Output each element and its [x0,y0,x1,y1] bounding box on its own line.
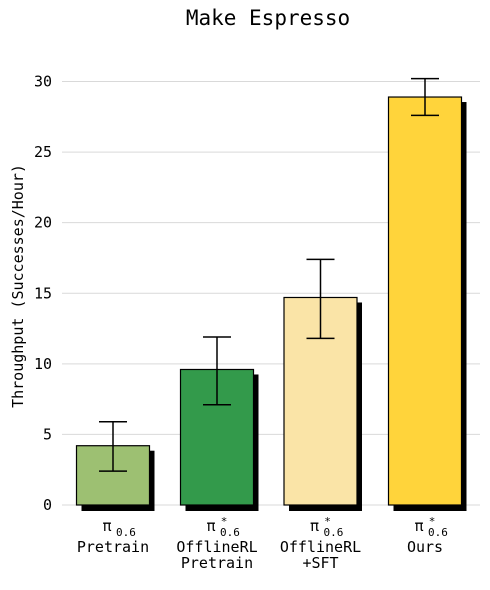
bars [75,96,467,512]
category-symbol: π [102,517,111,535]
category-superscript: * [221,515,228,528]
category-subscript: 0.6 [116,526,136,539]
y-tick-label: 20 [34,214,52,232]
y-axis-label: Throughput (Successes/Hour) [9,164,27,408]
error-bars [99,77,439,472]
bar [387,96,463,506]
y-tick-label: 10 [34,355,52,373]
y-tick-label: 15 [34,284,52,302]
y-tick-label: 30 [34,73,52,91]
category-superscript: * [429,515,436,528]
y-tick-label: 0 [43,496,52,514]
y-axis-ticks: 0 5 10 15 20 25 30 [34,73,52,515]
category-line: Pretrain [181,554,253,572]
bar [283,296,358,506]
category-subscript: 0.6 [220,526,240,539]
y-tick-label: 25 [34,143,52,161]
category-superscript: * [324,515,331,528]
category-line: +SFT [302,554,338,572]
y-tick-label: 5 [43,425,52,443]
chart-title: Make Espresso [186,6,350,30]
category-symbol: π [414,517,423,535]
category-symbol: π [310,517,319,535]
category-symbol: π [206,517,215,535]
category-line: OfflineRL [176,538,257,556]
category-line: Pretrain [77,538,149,556]
category-line: OfflineRL [280,538,361,556]
category-subscript: 0.6 [428,526,448,539]
category-line: Ours [407,538,443,556]
category-subscript: 0.6 [324,526,344,539]
grid-lines [62,81,480,506]
